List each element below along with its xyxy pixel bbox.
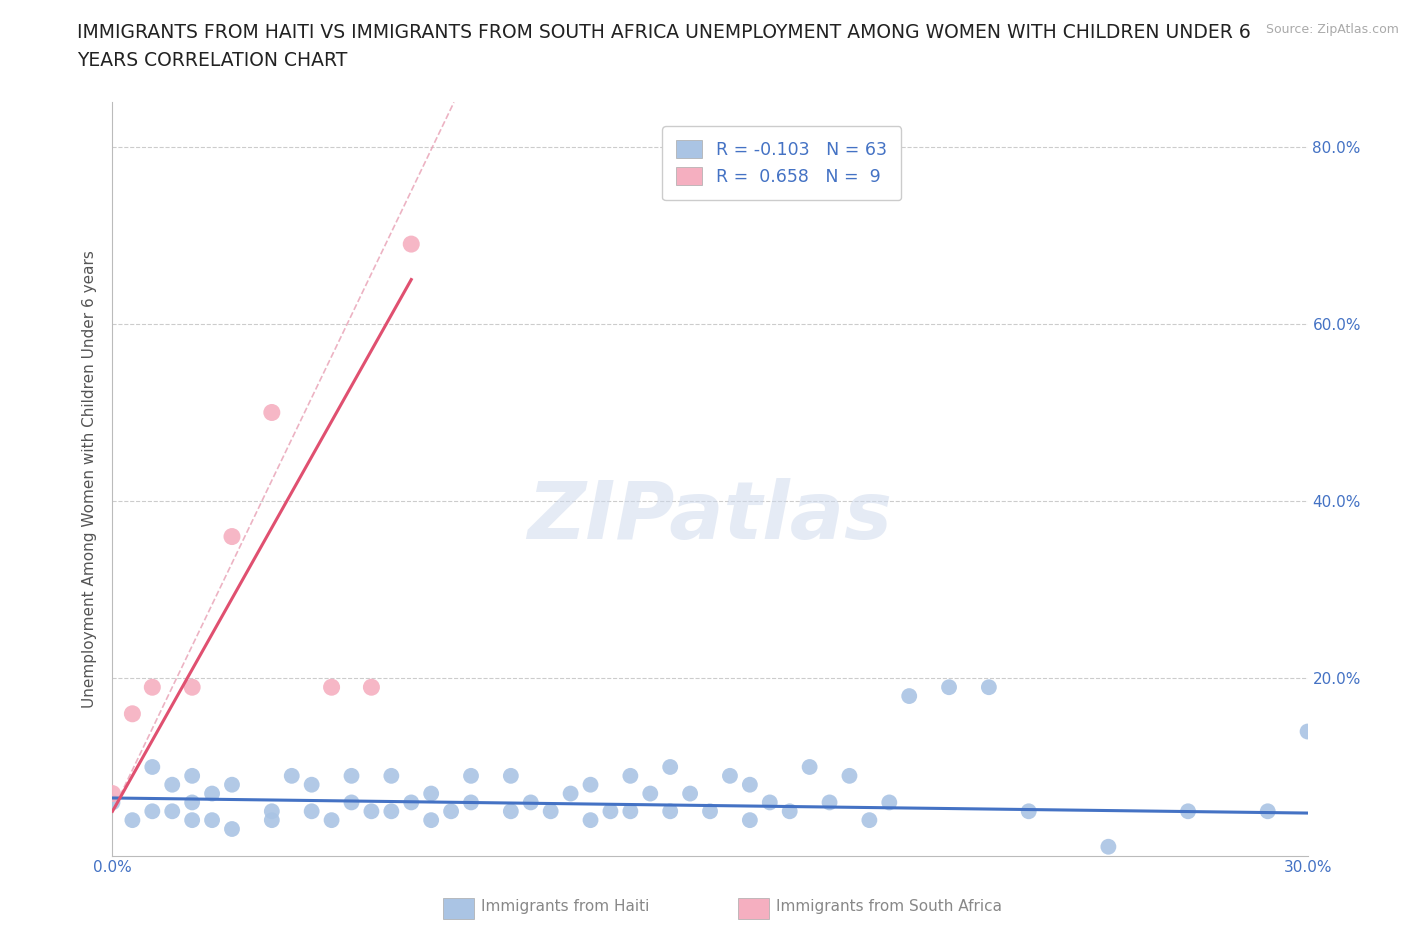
Text: IMMIGRANTS FROM HAITI VS IMMIGRANTS FROM SOUTH AFRICA UNEMPLOYMENT AMONG WOMEN W: IMMIGRANTS FROM HAITI VS IMMIGRANTS FROM… <box>77 23 1251 42</box>
Point <box>560 786 582 801</box>
Text: Immigrants from South Africa: Immigrants from South Africa <box>776 899 1002 914</box>
Point <box>977 680 1000 695</box>
Point <box>858 813 880 828</box>
Point <box>141 760 163 775</box>
Point <box>181 813 204 828</box>
Text: YEARS CORRELATION CHART: YEARS CORRELATION CHART <box>77 51 347 70</box>
Point <box>380 804 402 818</box>
Legend: R = -0.103   N = 63, R =  0.658   N =  9: R = -0.103 N = 63, R = 0.658 N = 9 <box>662 126 901 200</box>
Point <box>499 804 522 818</box>
Point <box>201 813 224 828</box>
Point <box>260 804 283 818</box>
Point <box>101 795 124 810</box>
Point <box>141 804 163 818</box>
Point <box>619 804 641 818</box>
Y-axis label: Unemployment Among Women with Children Under 6 years: Unemployment Among Women with Children U… <box>82 250 97 708</box>
Point <box>181 795 204 810</box>
Point <box>340 795 363 810</box>
Point <box>779 804 801 818</box>
Point <box>321 680 343 695</box>
Point <box>579 777 602 792</box>
Point <box>1257 804 1279 818</box>
Point <box>221 777 243 792</box>
Point <box>360 680 382 695</box>
Point <box>659 804 682 818</box>
Point <box>380 768 402 783</box>
Point <box>1018 804 1040 818</box>
Point <box>181 680 204 695</box>
Point <box>141 680 163 695</box>
Point <box>640 786 662 801</box>
Point <box>260 405 283 420</box>
Point <box>659 760 682 775</box>
Point <box>201 786 224 801</box>
Point <box>938 680 960 695</box>
Point <box>162 777 183 792</box>
Point <box>759 795 782 810</box>
Point <box>818 795 841 810</box>
Point <box>460 768 482 783</box>
Point <box>460 795 482 810</box>
Point <box>340 768 363 783</box>
Point <box>540 804 562 818</box>
Point <box>499 768 522 783</box>
Point <box>1097 839 1119 854</box>
Point <box>619 768 641 783</box>
Point <box>401 236 423 251</box>
Point <box>879 795 901 810</box>
Point <box>101 786 124 801</box>
Point <box>738 813 761 828</box>
Point <box>718 768 741 783</box>
Point <box>281 768 304 783</box>
Point <box>321 813 343 828</box>
Point <box>520 795 543 810</box>
Point <box>440 804 463 818</box>
Point <box>121 707 143 722</box>
Point <box>121 813 143 828</box>
Point <box>221 529 243 544</box>
Text: Source: ZipAtlas.com: Source: ZipAtlas.com <box>1265 23 1399 36</box>
Point <box>221 821 243 836</box>
Point <box>181 768 204 783</box>
Point <box>838 768 860 783</box>
Point <box>699 804 721 818</box>
Point <box>360 804 382 818</box>
Text: Immigrants from Haiti: Immigrants from Haiti <box>481 899 650 914</box>
Point <box>420 813 443 828</box>
Point <box>401 795 423 810</box>
Point <box>599 804 621 818</box>
Point <box>420 786 443 801</box>
Point <box>738 777 761 792</box>
Point <box>1296 724 1319 739</box>
Point <box>799 760 821 775</box>
Point <box>679 786 702 801</box>
Point <box>162 804 183 818</box>
Text: ZIPatlas: ZIPatlas <box>527 478 893 555</box>
Point <box>579 813 602 828</box>
Point <box>1177 804 1199 818</box>
Point <box>301 777 323 792</box>
Point <box>301 804 323 818</box>
Point <box>260 813 283 828</box>
Point <box>898 688 921 703</box>
